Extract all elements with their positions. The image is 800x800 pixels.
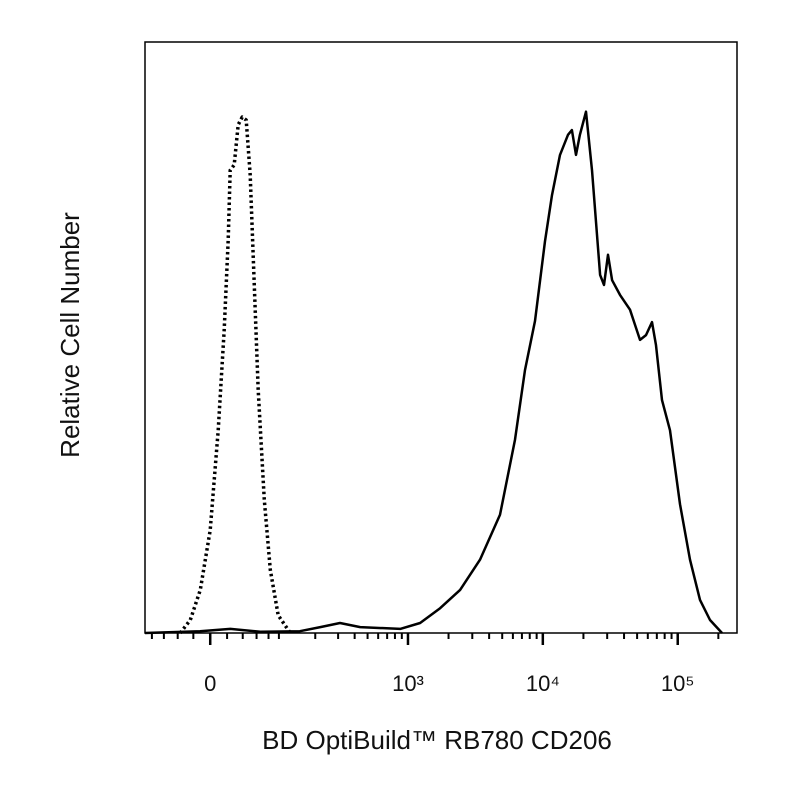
x-axis-label: BD OptiBuild™ RB780 CD206 (262, 725, 612, 755)
histogram-line (178, 115, 292, 635)
x-tick-label: 10⁵ (661, 671, 695, 696)
x-tick-label: 10⁴ (526, 671, 560, 696)
x-tick-label: 0 (204, 671, 216, 696)
y-axis-label: Relative Cell Number (55, 212, 85, 458)
x-tick-label: 10³ (392, 671, 424, 696)
plot-frame (144, 41, 738, 634)
histogram-line (144, 110, 723, 635)
